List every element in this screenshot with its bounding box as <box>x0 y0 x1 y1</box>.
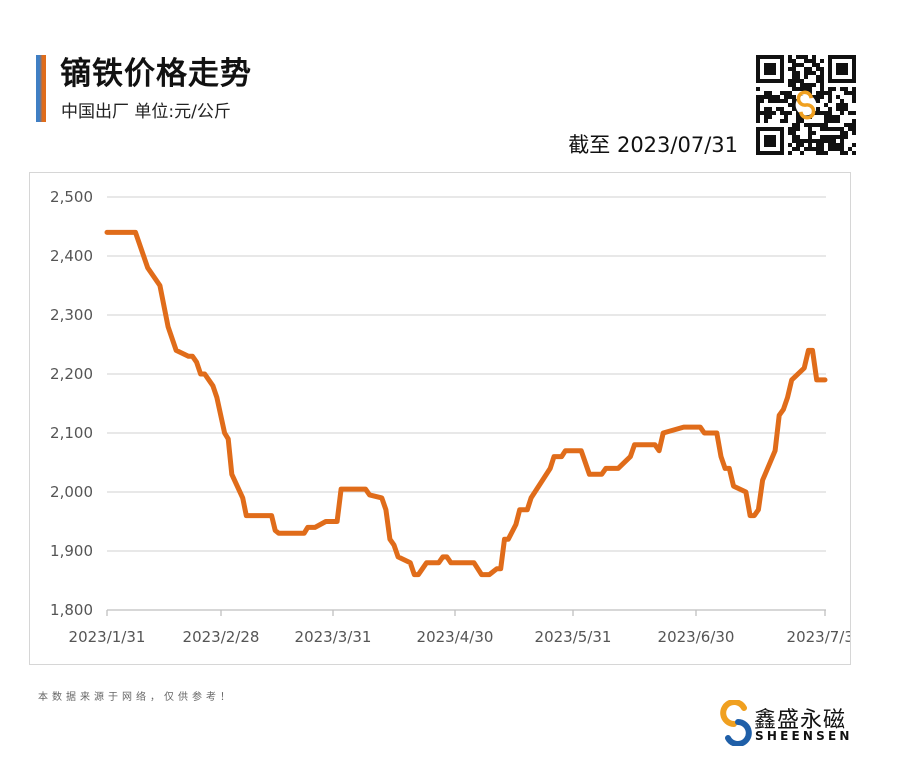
logo-chinese-name: 鑫盛永磁 <box>754 708 847 733</box>
x-tick-label: 2023/4/30 <box>417 628 494 646</box>
as-of-date: 截至 2023/07/31 <box>568 133 738 157</box>
sheensen-s-logo-icon <box>720 699 752 747</box>
x-tick-label: 2023/6/30 <box>658 628 735 646</box>
y-tick-label: 1,800 <box>50 601 93 619</box>
x-tick-label: 2023/5/31 <box>535 628 612 646</box>
subtitle: 中国出厂 单位:元/公斤 <box>61 102 231 122</box>
y-tick-label: 2,300 <box>50 306 93 324</box>
y-tick-label: 2,400 <box>50 247 93 265</box>
y-tick-label: 2,500 <box>50 188 93 206</box>
y-tick-label: 1,900 <box>50 542 93 560</box>
x-tick-label: 2023/2/28 <box>183 628 260 646</box>
x-tick-label: 2023/3/31 <box>295 628 372 646</box>
y-tick-label: 2,000 <box>50 483 93 501</box>
qr-code-icon <box>756 55 856 155</box>
page-title: 镝铁价格走势 <box>60 56 252 92</box>
price-line <box>104 229 828 578</box>
y-tick-label: 2,200 <box>50 365 93 383</box>
chart-frame <box>29 172 851 665</box>
logo-english-name: SHEENSEN <box>755 729 853 743</box>
brand-logo: 鑫盛永磁 SHEENSEN <box>720 699 860 750</box>
x-tick-label: 2023/1/31 <box>69 628 146 646</box>
y-tick-label: 2,100 <box>50 424 93 442</box>
title-accent-bar <box>36 55 46 122</box>
x-tick-label: 2023/7/31 <box>787 628 864 646</box>
data-source-note: 本数据来源于网络，仅供参考！ <box>38 692 234 703</box>
